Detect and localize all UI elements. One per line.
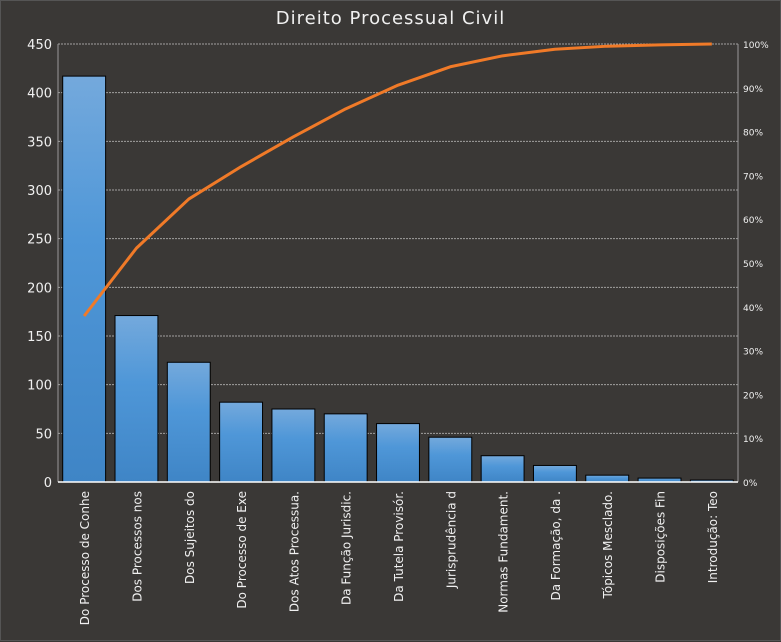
x-tick-label: Disposições Fin [654,491,668,583]
bar [167,362,210,482]
x-tick-label: Introdução: Teo [706,491,720,583]
y2-tick-label: 30% [743,348,763,358]
y-tick-label: 0 [44,476,52,491]
x-tick-label: Dos Sujeitos do [183,491,197,584]
y2-tick-label: 70% [743,172,763,182]
bar [220,402,263,482]
y-tick-label: 100 [27,379,52,394]
x-tick-label: Dos Atos Processua. [287,491,301,612]
bar [377,424,420,482]
bar [533,465,576,482]
y2-tick-label: 0% [743,479,758,489]
y2-tick-label: 50% [743,260,763,270]
x-tick-label: Dos Processos nos [130,491,144,602]
y2-tick-label: 60% [743,216,763,226]
x-tick-label: Da Formação, da . [549,491,563,601]
y-tick-label: 450 [27,38,52,53]
y-tick-label: 50 [35,427,52,442]
bar [63,76,106,482]
bar [481,456,524,482]
x-tick-label: Normas Fundament. [497,491,511,613]
x-tick-label: Do Processo de Conhe [78,491,92,625]
bar [272,409,315,482]
y2-tick-label: 100% [743,41,769,51]
x-tick-label: Tópicos Mesclado. [601,491,615,599]
x-tick-label: Da Função Jurisdic. [340,491,354,605]
y-tick-label: 150 [27,330,52,345]
y-tick-label: 400 [27,87,52,102]
x-tick-label: Jurisprudência d [444,491,458,589]
bar [115,316,158,482]
cumulative-line [84,44,712,316]
y-tick-label: 300 [27,184,52,199]
bar [429,437,472,482]
y2-tick-label: 90% [743,85,763,95]
x-tick-label: Da Tutela Provisór. [392,491,406,602]
y2-tick-label: 80% [743,129,763,139]
y2-tick-label: 20% [743,391,763,401]
bar [324,414,367,482]
y-tick-label: 250 [27,233,52,248]
y2-tick-label: 10% [743,435,763,445]
x-tick-label: Do Processo de Exe [235,491,249,609]
bar [586,475,629,482]
y-tick-label: 200 [27,281,52,296]
y-tick-label: 350 [27,135,52,150]
y2-tick-label: 40% [743,304,763,314]
